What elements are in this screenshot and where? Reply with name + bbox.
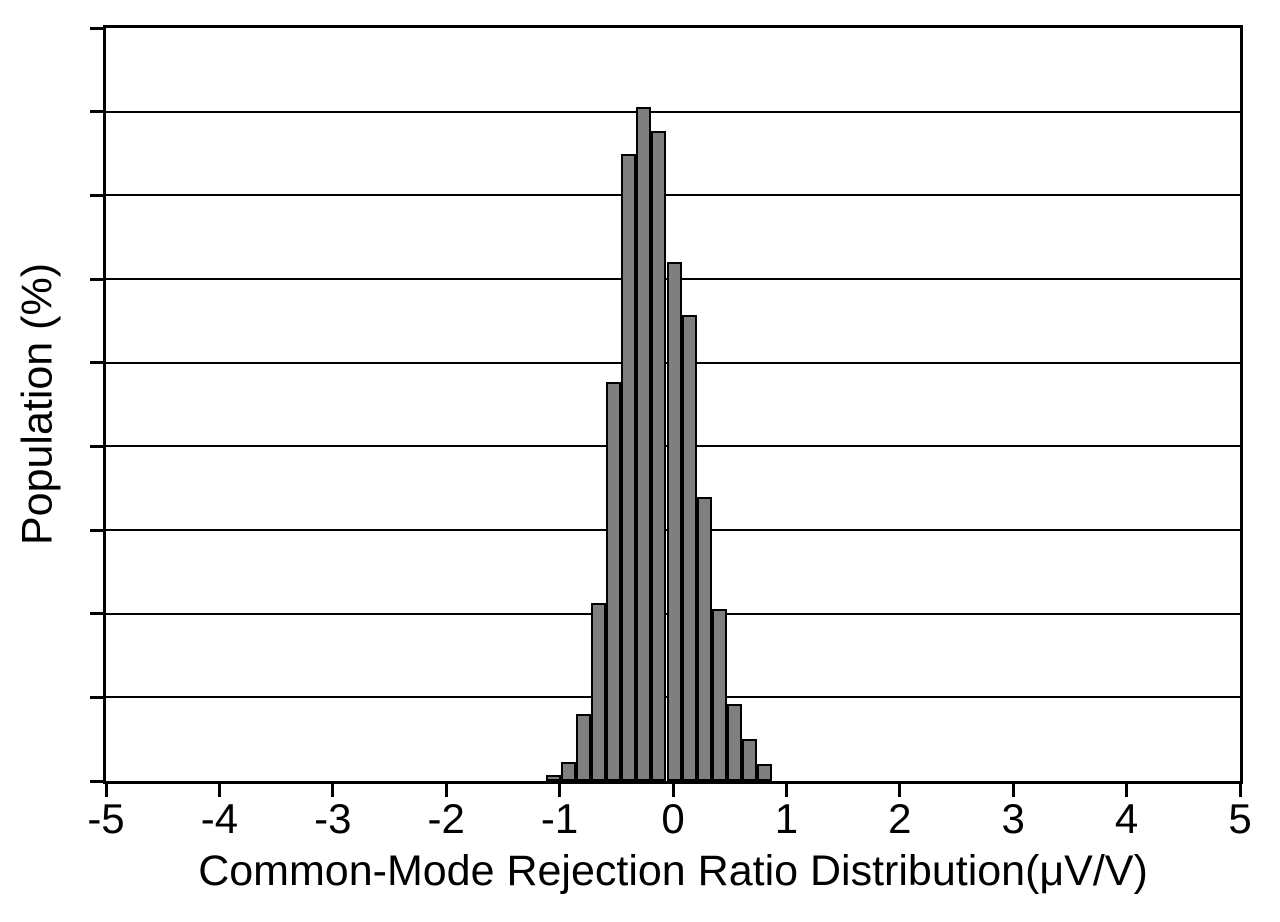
x-axis-tick — [104, 781, 108, 797]
x-axis-tick-label: -5 — [87, 795, 125, 842]
histogram-bar — [742, 739, 758, 781]
histogram-bar — [651, 130, 667, 781]
y-axis-tick — [90, 528, 103, 532]
y-axis-tick — [90, 444, 103, 448]
x-axis-tick — [898, 781, 902, 797]
x-axis-tick — [1238, 781, 1242, 797]
y-axis-tick — [90, 26, 103, 30]
x-axis-tick — [1011, 781, 1015, 797]
x-axis-tick — [1125, 781, 1129, 797]
x-axis-tick — [217, 781, 221, 797]
x-axis-tick — [671, 781, 675, 797]
histogram-bar — [711, 609, 728, 781]
x-axis-tick-label: 0 — [661, 795, 685, 842]
histogram-bar — [666, 262, 682, 781]
x-axis-tick-label: -1 — [540, 795, 579, 842]
x-axis-tick-label: -4 — [200, 795, 239, 842]
y-axis-tick — [90, 779, 103, 783]
histogram-bar — [545, 774, 561, 781]
histogram-bar — [606, 381, 622, 781]
y-axis-tick — [90, 277, 103, 281]
x-axis-tick-label: 3 — [1001, 795, 1025, 842]
x-axis-tick-label: 4 — [1114, 795, 1139, 842]
histogram-bar — [757, 764, 773, 781]
histogram-bar — [696, 496, 712, 781]
histogram-bar — [575, 714, 591, 781]
histogram-bar — [590, 603, 607, 781]
x-axis-tick-label: 1 — [774, 795, 799, 842]
x-axis-tick-label: 2 — [888, 795, 912, 842]
plot-area — [103, 25, 1243, 784]
x-axis-tick-label: -2 — [427, 795, 465, 842]
histogram-bar — [621, 153, 637, 781]
y-axis-tick — [90, 695, 103, 699]
histogram-bar — [560, 762, 576, 781]
gridline — [106, 194, 1240, 197]
x-axis-tick-label: 5 — [1228, 795, 1252, 842]
histogram-bar — [681, 314, 697, 781]
y-axis-tick — [90, 193, 103, 197]
x-axis-tick — [558, 781, 562, 797]
y-axis-tick — [90, 612, 103, 616]
x-axis-label: Common-Mode Rejection Ratio Distribution… — [198, 847, 1148, 895]
y-axis-tick — [90, 110, 103, 114]
gridline — [106, 110, 1240, 113]
x-axis-tick — [784, 781, 788, 797]
x-axis-tick-label: -3 — [314, 795, 352, 842]
y-axis-tick — [90, 361, 103, 365]
y-axis-label: Population (%) — [13, 262, 62, 546]
histogram-bar — [727, 703, 743, 781]
x-axis-tick — [444, 781, 448, 797]
x-axis-tick — [331, 781, 335, 797]
histogram-bar — [636, 107, 652, 781]
